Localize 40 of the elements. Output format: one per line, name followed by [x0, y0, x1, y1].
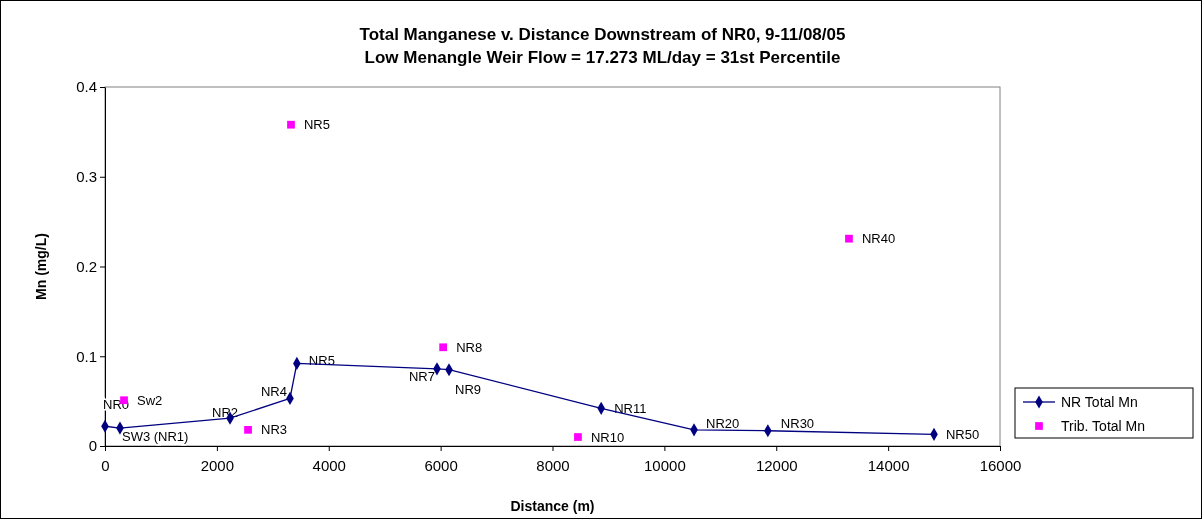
point [287, 120, 295, 129]
x-axis-title: Distance (m) [510, 498, 595, 514]
annotation: NR3 [261, 422, 288, 438]
annotation: NR9 [455, 382, 482, 398]
annotation: SW3 (NR1) [121, 428, 189, 444]
point [244, 425, 252, 434]
y-tick-label: 0.4 [76, 78, 97, 96]
x-tick-label: 2000 [200, 456, 235, 474]
x-tick-label: 12000 [755, 456, 798, 474]
x-tick-label: 10000 [644, 456, 686, 474]
annotation: NR40 [861, 231, 896, 247]
y-tick-label: 0 [88, 437, 97, 455]
legend-label: Trib. Total Mn [1061, 417, 1146, 434]
x-tick-label: 6000 [424, 456, 458, 474]
annotation: NR10 [590, 429, 625, 445]
annotation: NR30 [780, 416, 815, 432]
point [574, 433, 582, 441]
annotation: NR2 [212, 404, 239, 420]
x-tick-label: 14000 [867, 456, 910, 474]
annotation: NR20 [706, 416, 740, 432]
y-tick-label: 0.1 [76, 347, 97, 365]
point [845, 234, 853, 243]
annotation: NR8 [456, 339, 483, 355]
y-axis-title: Mn (mg/L) [33, 233, 49, 300]
point [439, 343, 448, 352]
x-tick-label: 8000 [536, 456, 570, 474]
annotation: NR7 [408, 369, 435, 385]
legend-label: NR Total Mn [1061, 393, 1138, 410]
annotation: NR4 [260, 383, 287, 399]
x-tick-label: 4000 [312, 456, 346, 474]
y-tick-label: 0.3 [76, 168, 97, 186]
annotation: NR11 [614, 400, 647, 416]
chart-title: Total Manganese v. Distance Downstream of NR0, 9-11/08/05 Low Menangle Weir Flow = 17.273 ML/day = 31st Percentile [359, 25, 846, 67]
x-tick-label: 16000 [979, 456, 1022, 474]
annotation: NR50 [945, 426, 980, 442]
x-tick-label: 0 [101, 456, 110, 474]
y-tick-label: 0.2 [76, 257, 97, 275]
annotation: NR5 [308, 352, 335, 368]
annotation: NR5 [303, 117, 331, 133]
annotation: Sw2 [137, 392, 163, 408]
